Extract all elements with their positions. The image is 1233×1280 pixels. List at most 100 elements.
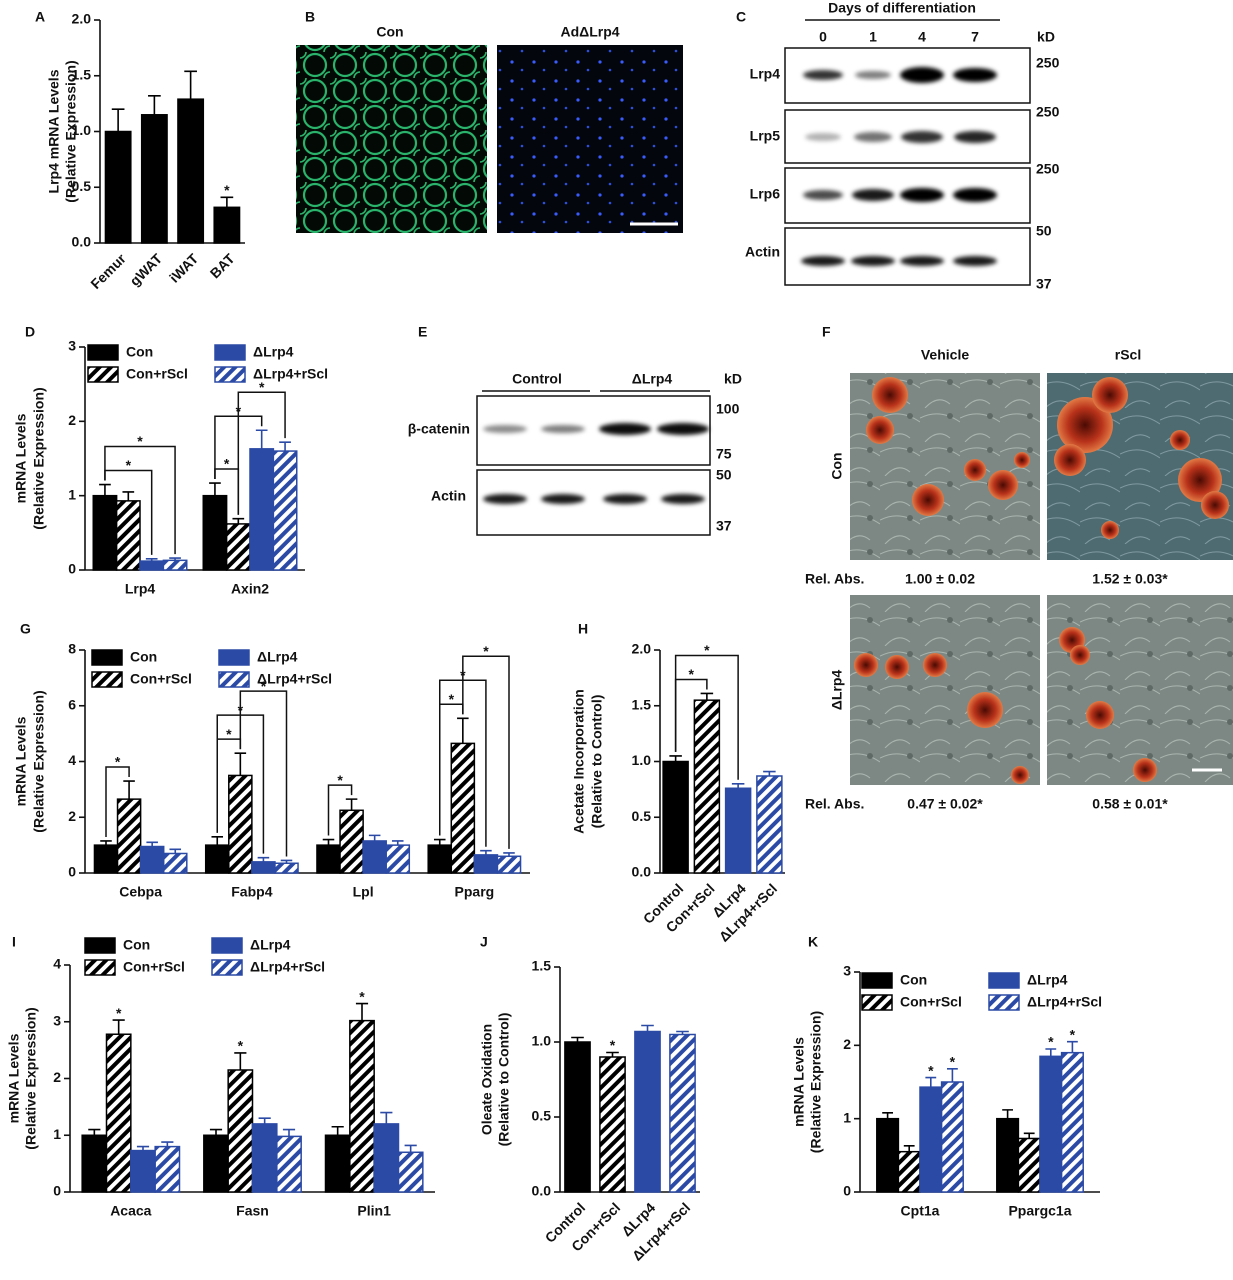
y-tick-label: 2 bbox=[68, 808, 76, 824]
error-bar bbox=[148, 95, 161, 115]
significance-star: * bbox=[259, 379, 265, 395]
column-label: rScl bbox=[1115, 347, 1141, 363]
error-bar bbox=[903, 1145, 915, 1152]
error-bar bbox=[258, 1117, 271, 1124]
row-label: Con bbox=[829, 452, 845, 479]
lane-label: 0 bbox=[819, 29, 827, 45]
bar bbox=[251, 861, 276, 874]
error-bar bbox=[676, 1030, 689, 1035]
column-label: AdΔLrp4 bbox=[560, 24, 619, 40]
y-tick-label: 0.5 bbox=[72, 178, 92, 194]
error-bar bbox=[331, 1125, 344, 1136]
error-bar bbox=[947, 1068, 958, 1082]
legend-label: Con bbox=[123, 937, 150, 953]
panel-label: B bbox=[305, 9, 315, 25]
legend-swatch bbox=[861, 972, 893, 989]
significance-star: * bbox=[126, 457, 132, 473]
panel-label: K bbox=[808, 934, 818, 950]
blot-label: Lrp5 bbox=[750, 128, 781, 144]
y-tick-label: 0.0 bbox=[632, 864, 652, 880]
error-bar bbox=[169, 848, 182, 854]
blot-header: Days of differentiation bbox=[828, 0, 976, 16]
bar bbox=[105, 1033, 132, 1193]
bar bbox=[204, 844, 230, 874]
lane-label: 4 bbox=[918, 29, 926, 45]
significance-star: * bbox=[1070, 1026, 1076, 1042]
error-bar bbox=[136, 1145, 150, 1151]
legend-label: ΔLrp4+rScl bbox=[257, 671, 332, 687]
bar bbox=[93, 844, 119, 874]
x-tick-label: Plin1 bbox=[357, 1203, 391, 1219]
bar bbox=[92, 494, 118, 571]
bar bbox=[177, 98, 205, 244]
legend-label: ΔLrp4 bbox=[253, 344, 294, 360]
y-axis-label: (Relative to Control) bbox=[589, 695, 605, 829]
error-bar bbox=[1067, 1040, 1078, 1053]
x-tick-label: Fasn bbox=[236, 1203, 269, 1219]
column-label: Con bbox=[376, 24, 403, 40]
bar bbox=[274, 862, 299, 874]
bar bbox=[227, 1069, 254, 1193]
error-bar bbox=[925, 1076, 937, 1088]
bar bbox=[1017, 1137, 1041, 1193]
y-axis-label: Acetate Incorporation bbox=[571, 689, 587, 834]
error-bar bbox=[209, 482, 221, 496]
x-tick-label: Lpl bbox=[353, 884, 374, 900]
error-bar bbox=[100, 840, 112, 846]
y-tick-label: 0.5 bbox=[532, 1108, 552, 1124]
y-tick-label: 3 bbox=[843, 963, 851, 979]
error-bar bbox=[88, 1128, 101, 1136]
error-bar bbox=[282, 1128, 296, 1137]
y-tick-label: 0.5 bbox=[632, 808, 652, 824]
lipid-droplets bbox=[854, 377, 1229, 784]
bar bbox=[251, 1123, 278, 1193]
error-bar bbox=[123, 780, 135, 800]
significance-star: * bbox=[950, 1054, 956, 1070]
blot-label: Actin bbox=[431, 488, 466, 504]
bar bbox=[162, 852, 188, 874]
marker-label: 250 bbox=[1036, 161, 1060, 177]
bar bbox=[139, 845, 165, 874]
marker-label: 37 bbox=[716, 518, 732, 534]
y-tick-label: 0.0 bbox=[72, 234, 92, 250]
bar bbox=[203, 1134, 229, 1193]
x-tick-label: Pparg bbox=[455, 884, 495, 900]
unit-label: kD bbox=[724, 371, 742, 387]
bar bbox=[202, 494, 228, 571]
panel-label: H bbox=[578, 621, 588, 637]
y-axis-label: (Relative Expression) bbox=[808, 1011, 824, 1153]
x-tick-label: Fabp4 bbox=[231, 884, 272, 900]
bar bbox=[349, 1019, 375, 1193]
legend-swatch bbox=[988, 972, 1020, 989]
error-bar bbox=[232, 517, 245, 524]
significance-star: * bbox=[224, 182, 230, 198]
y-tick-label: 1 bbox=[53, 1126, 61, 1142]
legend-label: ΔLrp4+rScl bbox=[250, 959, 325, 975]
legend-swatch bbox=[214, 366, 246, 383]
marker-label: 50 bbox=[1036, 223, 1052, 239]
y-tick-label: 1.5 bbox=[72, 66, 92, 82]
legend-label: ΔLrp4+rScl bbox=[1027, 994, 1102, 1010]
bar bbox=[81, 1134, 108, 1193]
error-bar bbox=[503, 852, 515, 857]
bar bbox=[228, 774, 253, 874]
error-bar bbox=[606, 1051, 619, 1057]
bar bbox=[876, 1117, 900, 1193]
significance-star: * bbox=[226, 726, 232, 742]
panel-label: G bbox=[20, 621, 31, 637]
significance-star: * bbox=[928, 1062, 934, 1078]
error-bar bbox=[255, 429, 268, 449]
x-tick-label: Femur bbox=[87, 250, 129, 292]
bands bbox=[801, 67, 997, 266]
legend-label: Con bbox=[130, 649, 157, 665]
bar bbox=[225, 523, 251, 571]
significance-star: * bbox=[704, 642, 710, 658]
bar bbox=[115, 500, 141, 571]
y-tick-label: 0 bbox=[68, 561, 76, 577]
bar bbox=[669, 1033, 696, 1193]
error-bar bbox=[882, 1112, 893, 1119]
significance-star: * bbox=[689, 666, 695, 682]
bar bbox=[724, 787, 752, 874]
lane-label: 1 bbox=[869, 29, 877, 45]
